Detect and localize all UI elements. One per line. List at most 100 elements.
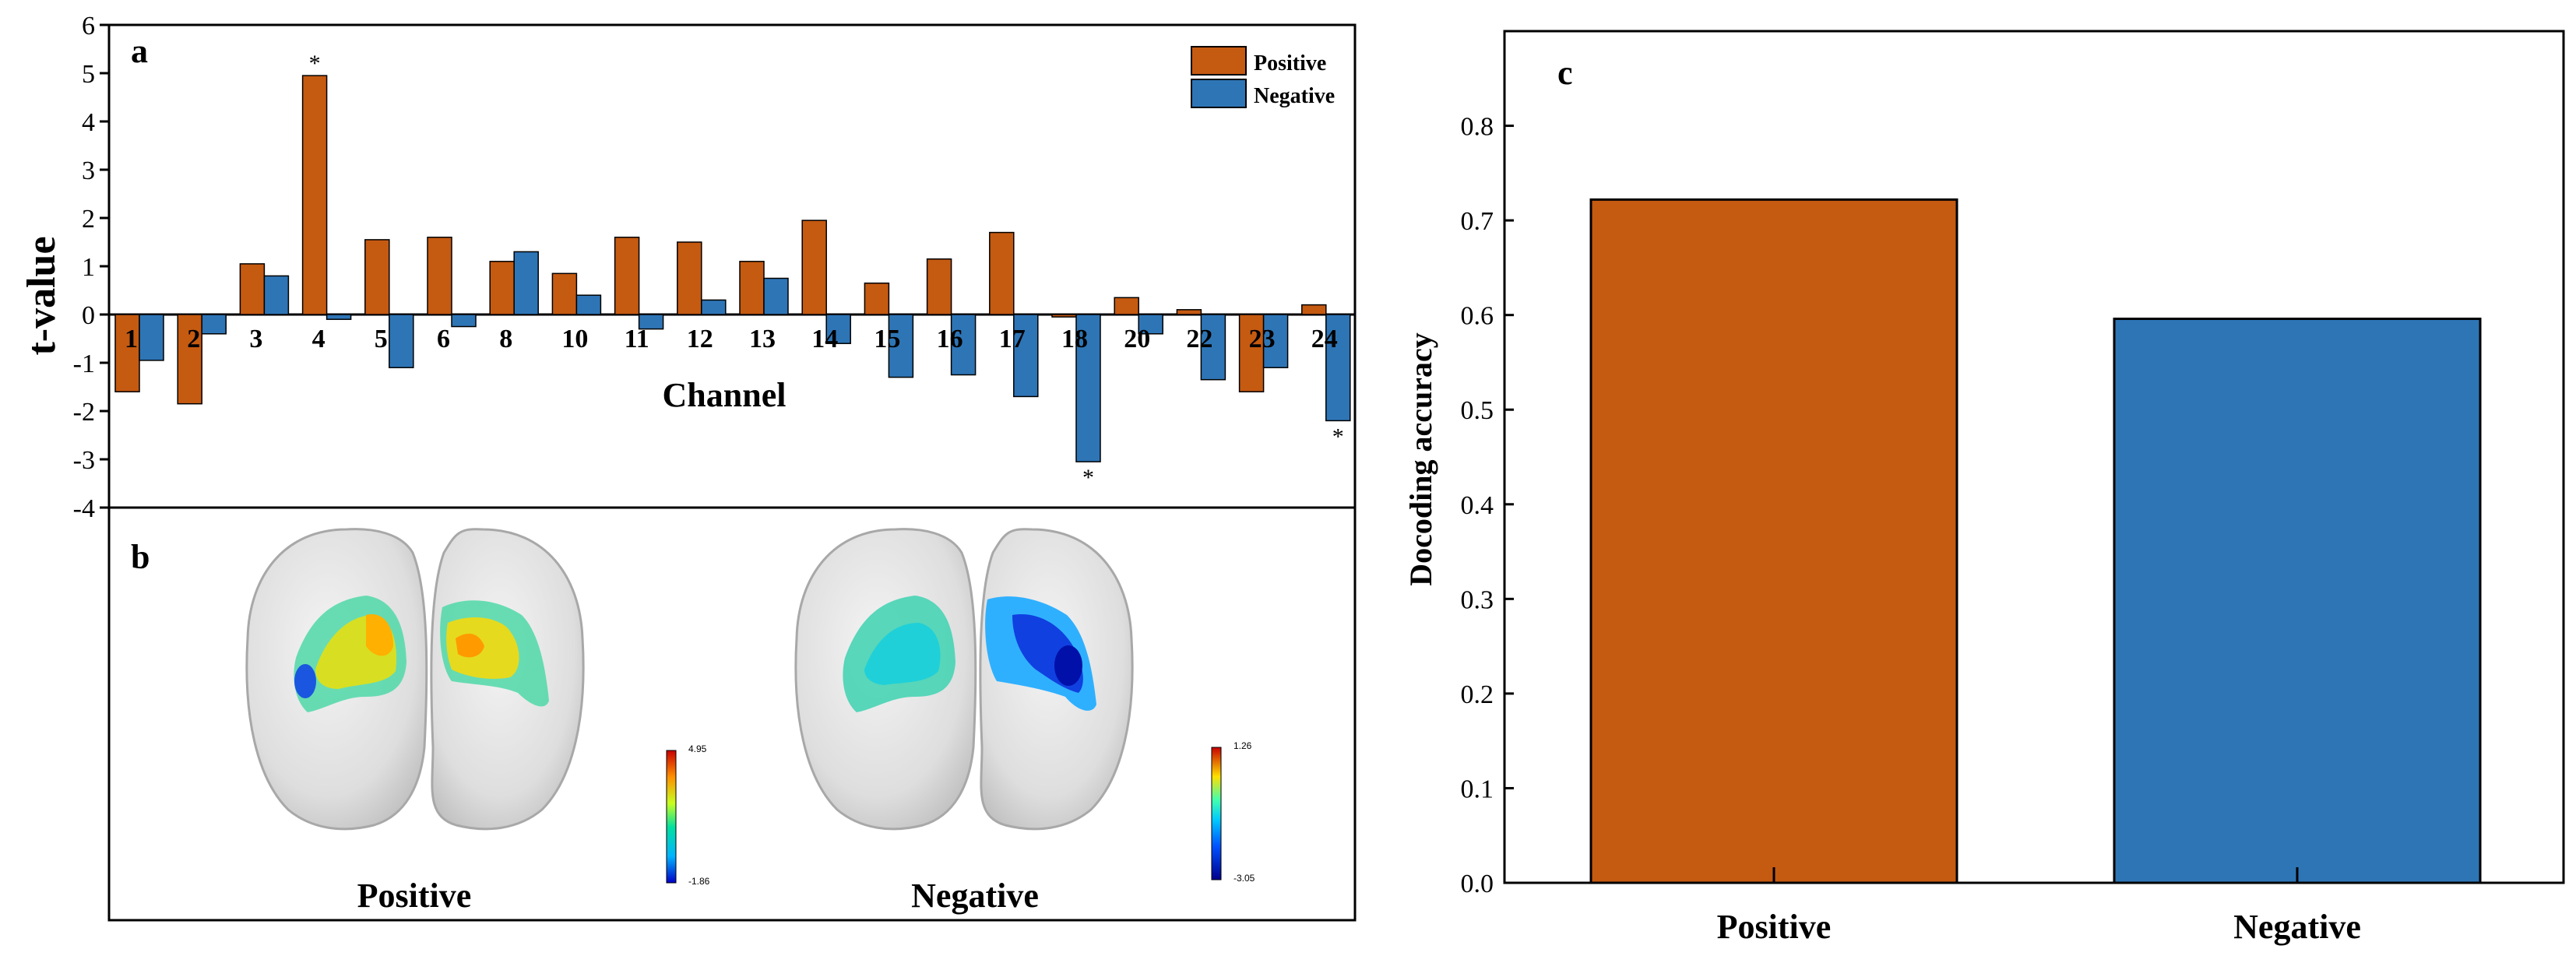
bar-positive	[1589, 198, 1958, 884]
positive-right-activation-hot	[456, 634, 484, 658]
y-tick-label: -1	[73, 350, 95, 378]
bar-positive-ch13	[739, 261, 765, 315]
negative-colorbar-min: -3.05	[1233, 873, 1255, 884]
bar-negative-ch22	[1200, 314, 1226, 381]
bar-positive-ch16	[926, 258, 952, 315]
channel-label: 2	[187, 325, 200, 353]
bar-negative-ch14	[825, 314, 851, 344]
panel-c-y-axis: 0.8 0.7 0.6 0.5 0.4 0.3 0.2 0.1 0.0	[1461, 113, 1514, 898]
panel-c-x-tick-labels: Positive Negative	[1717, 908, 2361, 946]
bar-positive-ch10	[551, 272, 578, 315]
positive-colorbar-max: 4.95	[688, 743, 707, 754]
bar-negative-ch23	[1262, 314, 1289, 368]
panel-b-frame	[107, 506, 1357, 922]
channel-label: 15	[874, 325, 900, 353]
bar-negative-ch16	[950, 314, 977, 376]
bar-negative-ch24	[1325, 314, 1351, 422]
channel-label: 11	[625, 325, 649, 353]
bar-negative	[2113, 318, 2482, 884]
negative-right-activation-deep	[1054, 645, 1082, 686]
bar-negative-ch1	[139, 314, 164, 361]
bar-negative-ch10	[575, 294, 602, 315]
channel-label: 10	[561, 325, 588, 353]
channel-label: 3	[249, 325, 262, 353]
y-tick-label: 5	[82, 60, 95, 89]
panel-a-frame	[107, 23, 1357, 509]
y-tick-label: 0.2	[1461, 680, 1494, 709]
bar-positive-ch20	[1114, 297, 1139, 315]
y-tick-label: 0.6	[1461, 302, 1494, 331]
bar-positive-ch11	[614, 237, 640, 315]
y-tick-label: 0.8	[1461, 113, 1494, 142]
channel-label: 8	[499, 325, 512, 353]
positive-left-activation-cold	[294, 664, 316, 698]
positive-brain-map: 4.95 -1.86 Positive	[245, 528, 710, 915]
y-tick-label: -2	[73, 398, 95, 427]
panel-a-legend: Positive Negative	[1191, 46, 1335, 108]
panel-a-y-axis: 6 5 4 3 2 1 0 -1 -2 -3 -4	[73, 12, 109, 523]
panel-c: c 0.8 0.7 0.6 0.5 0.4 0.3 0.2 0.1 0.0 Positive Ne…	[1403, 30, 2565, 946]
bar-positive-ch24	[1301, 304, 1327, 315]
y-tick-label: 2	[82, 205, 95, 234]
bar-negative-ch8	[513, 251, 539, 315]
bar-negative-ch6	[451, 314, 477, 328]
bar-positive-ch4	[301, 75, 328, 315]
y-tick-label: 0.3	[1461, 585, 1494, 614]
legend-positive-label: Positive	[1254, 51, 1326, 76]
y-tick-label: 6	[82, 12, 95, 40]
bar-negative-ch2	[201, 314, 227, 335]
channel-label: 12	[687, 325, 713, 353]
bar-negative-ch15	[888, 314, 914, 378]
bar-negative-ch12	[701, 299, 727, 315]
bar-positive-ch17	[989, 231, 1015, 315]
panel-a-label: a	[131, 32, 148, 70]
bar-negative-ch20	[1138, 314, 1163, 335]
bar-negative-ch13	[763, 277, 789, 315]
negative-colorbar-max: 1.26	[1233, 740, 1252, 751]
bar-positive-ch2	[177, 314, 202, 405]
panel-a-x-tick-labels: 1 2 3 4 5 6 8 10 11 12 13 14 15 16 17 18 20 22 23 24	[125, 325, 1338, 353]
bar-negative-ch18	[1075, 314, 1101, 462]
panel-c-label: c	[1557, 54, 1573, 92]
bar-negative-ch4	[326, 314, 352, 320]
channel-label: 13	[749, 325, 776, 353]
x-tick-label-negative: Negative	[2233, 908, 2361, 946]
significance-star: *	[1332, 424, 1344, 449]
panel-c-frame	[1503, 30, 2565, 884]
panel-b-label: b	[131, 538, 150, 576]
negative-brain-map: 1.26 -3.05 Negative	[794, 528, 1255, 915]
bar-negative-ch11	[638, 314, 664, 330]
channel-label: 20	[1124, 325, 1150, 353]
legend-negative-swatch	[1191, 79, 1247, 108]
panel-b: b 4.95 -1.86 Positive 1	[107, 506, 1357, 922]
panel-c-y-axis-title: Docoding accuracy	[1403, 332, 1438, 586]
negative-map-label: Negative	[911, 877, 1039, 915]
channel-label: 16	[937, 325, 963, 353]
channel-label: 24	[1311, 325, 1338, 353]
panel-a-y-axis-title: t-value	[19, 236, 64, 355]
legend-positive-swatch	[1191, 46, 1247, 76]
bar-positive-ch3	[239, 263, 266, 315]
bar-positive-ch6	[427, 237, 452, 315]
y-tick-label: 0.0	[1461, 870, 1494, 898]
y-tick-label: 0	[82, 301, 95, 330]
y-tick-label: 0.5	[1461, 396, 1494, 425]
panel-a-bars	[114, 75, 1351, 462]
channel-label: 6	[437, 325, 450, 353]
channel-label: 4	[312, 325, 326, 353]
panel-a-significance-marks: * * *	[309, 51, 1344, 490]
x-tick-label-positive: Positive	[1717, 908, 1832, 946]
positive-map-label: Positive	[357, 877, 472, 915]
bar-positive-ch12	[677, 241, 702, 315]
channel-label: 22	[1186, 325, 1212, 353]
y-tick-label: 3	[82, 156, 95, 185]
legend-negative-label: Negative	[1254, 84, 1335, 108]
channel-label: 14	[811, 325, 838, 353]
bar-negative-ch3	[263, 275, 290, 315]
bar-positive-ch8	[489, 261, 515, 315]
channel-label: 23	[1249, 325, 1276, 353]
positive-left-activation-hot	[366, 614, 393, 656]
bar-negative-ch5	[389, 314, 414, 368]
channel-label: 1	[125, 325, 138, 353]
